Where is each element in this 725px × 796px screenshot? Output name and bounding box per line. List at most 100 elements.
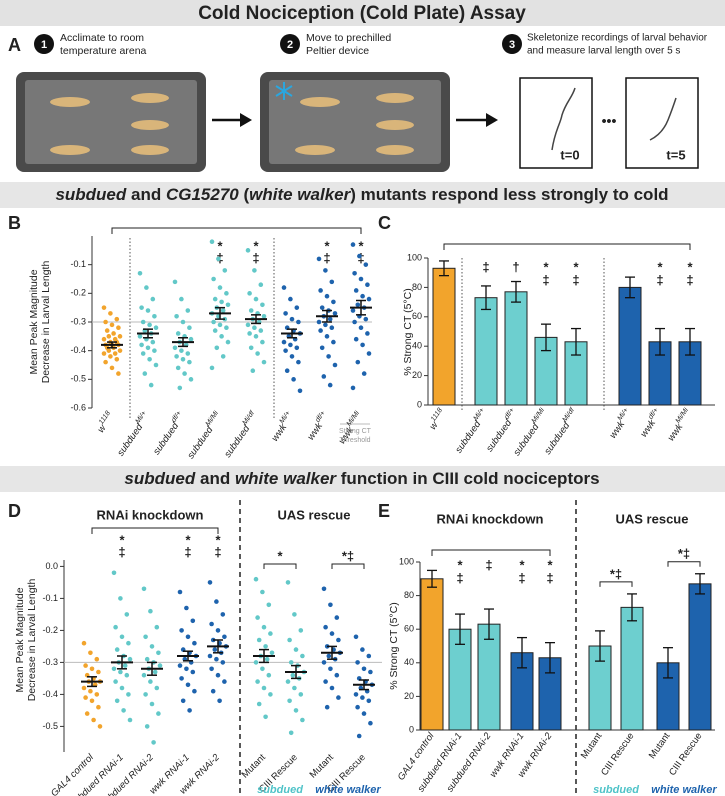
data-point: [248, 308, 254, 313]
data-point: [192, 688, 197, 694]
data-point: [255, 615, 260, 620]
data-point: [360, 293, 365, 299]
data-point: [156, 650, 161, 656]
data-point: [222, 268, 228, 273]
step-text: Peltier device: [306, 45, 369, 57]
data-point: [222, 679, 227, 684]
data-point: [297, 388, 303, 394]
data-point: [350, 242, 356, 247]
data-point: [293, 647, 299, 652]
data-point: [211, 319, 216, 325]
data-point: [290, 672, 296, 678]
data-point: [89, 666, 95, 672]
data-point: [298, 692, 304, 697]
data-point: [114, 356, 120, 362]
data-point: [245, 322, 251, 328]
data-point: [154, 624, 160, 630]
data-point: [88, 688, 93, 694]
comparison-bracket: [431, 549, 551, 556]
y-tick-label: -0.2: [70, 288, 86, 298]
data-point: [358, 325, 364, 331]
data-point: [144, 656, 150, 662]
category-name: subdued: [222, 423, 252, 460]
data-point: [149, 644, 155, 649]
step-text: and measure larval length over 5 s: [527, 46, 680, 57]
y-tick-label: 80: [404, 590, 414, 600]
y-tick-label: -0.3: [70, 316, 86, 326]
data-point: [215, 628, 221, 633]
data-point: [114, 647, 120, 652]
category-superscript: df/+: [504, 407, 517, 421]
data-point: [287, 698, 292, 704]
data-point: [117, 334, 123, 339]
significance-marker: *: [185, 532, 191, 547]
data-point: [147, 322, 152, 328]
data-point: [281, 285, 287, 290]
data-point: [255, 351, 260, 356]
data-point: [298, 628, 304, 633]
category-superscript: Mi/+: [135, 410, 148, 425]
data-point: [94, 692, 100, 697]
data-point: [207, 580, 213, 585]
data-point: [323, 268, 328, 273]
y-tick-label: 60: [412, 311, 422, 321]
x-tick-label: Mutant: [240, 752, 269, 781]
significance-marker: †: [512, 259, 519, 274]
significance-marker: *: [457, 557, 463, 572]
data-point: [268, 631, 273, 636]
data-point: [112, 351, 118, 356]
data-point: [144, 285, 149, 290]
section-band: [0, 466, 725, 492]
data-point: [122, 663, 128, 668]
data-point: [209, 239, 215, 245]
data-point: [328, 602, 333, 608]
data-point: [318, 328, 323, 333]
significance-marker: *: [215, 532, 221, 547]
y-tick-label: -0.1: [42, 593, 58, 603]
data-point: [179, 676, 184, 681]
significance-marker: *: [217, 238, 223, 253]
significance-marker: ‡: [214, 544, 221, 559]
data-point: [260, 302, 265, 308]
significance-marker: *: [573, 259, 579, 274]
subgroup-label: white walker: [651, 784, 717, 796]
data-point: [289, 354, 295, 359]
data-point: [145, 308, 151, 313]
x-tick-label: CIII Rescue: [667, 731, 704, 778]
data-point: [318, 288, 323, 293]
section-title: subdued and CG15270 (white walker) mutan…: [55, 185, 668, 204]
data-point: [292, 685, 297, 691]
comparison-marker: *‡: [610, 566, 622, 581]
data-point: [285, 679, 291, 684]
step-badge: [502, 34, 522, 54]
significance-marker: ‡: [184, 544, 191, 559]
step-number: 2: [287, 39, 293, 51]
data-point: [336, 637, 341, 643]
bar: [504, 291, 528, 406]
data-point: [247, 331, 252, 336]
data-point: [111, 666, 117, 672]
data-point: [288, 730, 294, 736]
panel-label: A: [8, 35, 21, 55]
data-point: [179, 628, 184, 633]
significance-marker: ‡: [252, 250, 259, 265]
data-point: [190, 618, 196, 624]
data-point: [211, 276, 216, 282]
significance-marker: *: [324, 238, 330, 253]
y-tick-label: -0.2: [42, 625, 58, 635]
data-point: [124, 612, 130, 617]
data-point: [137, 334, 143, 339]
y-tick-label: 80: [412, 282, 422, 292]
data-point: [355, 704, 360, 710]
data-point: [177, 589, 183, 595]
data-point: [360, 647, 365, 652]
frame-label: t=5: [666, 147, 685, 162]
category-superscript: Mi/df: [242, 409, 257, 426]
data-point: [149, 701, 155, 707]
y-axis-label: Mean Peak Magnitude: [28, 269, 40, 374]
data-point: [140, 319, 146, 325]
data-point: [116, 325, 121, 331]
data-point: [207, 653, 213, 659]
skeleton-frame: [519, 77, 593, 169]
data-point: [253, 576, 259, 582]
